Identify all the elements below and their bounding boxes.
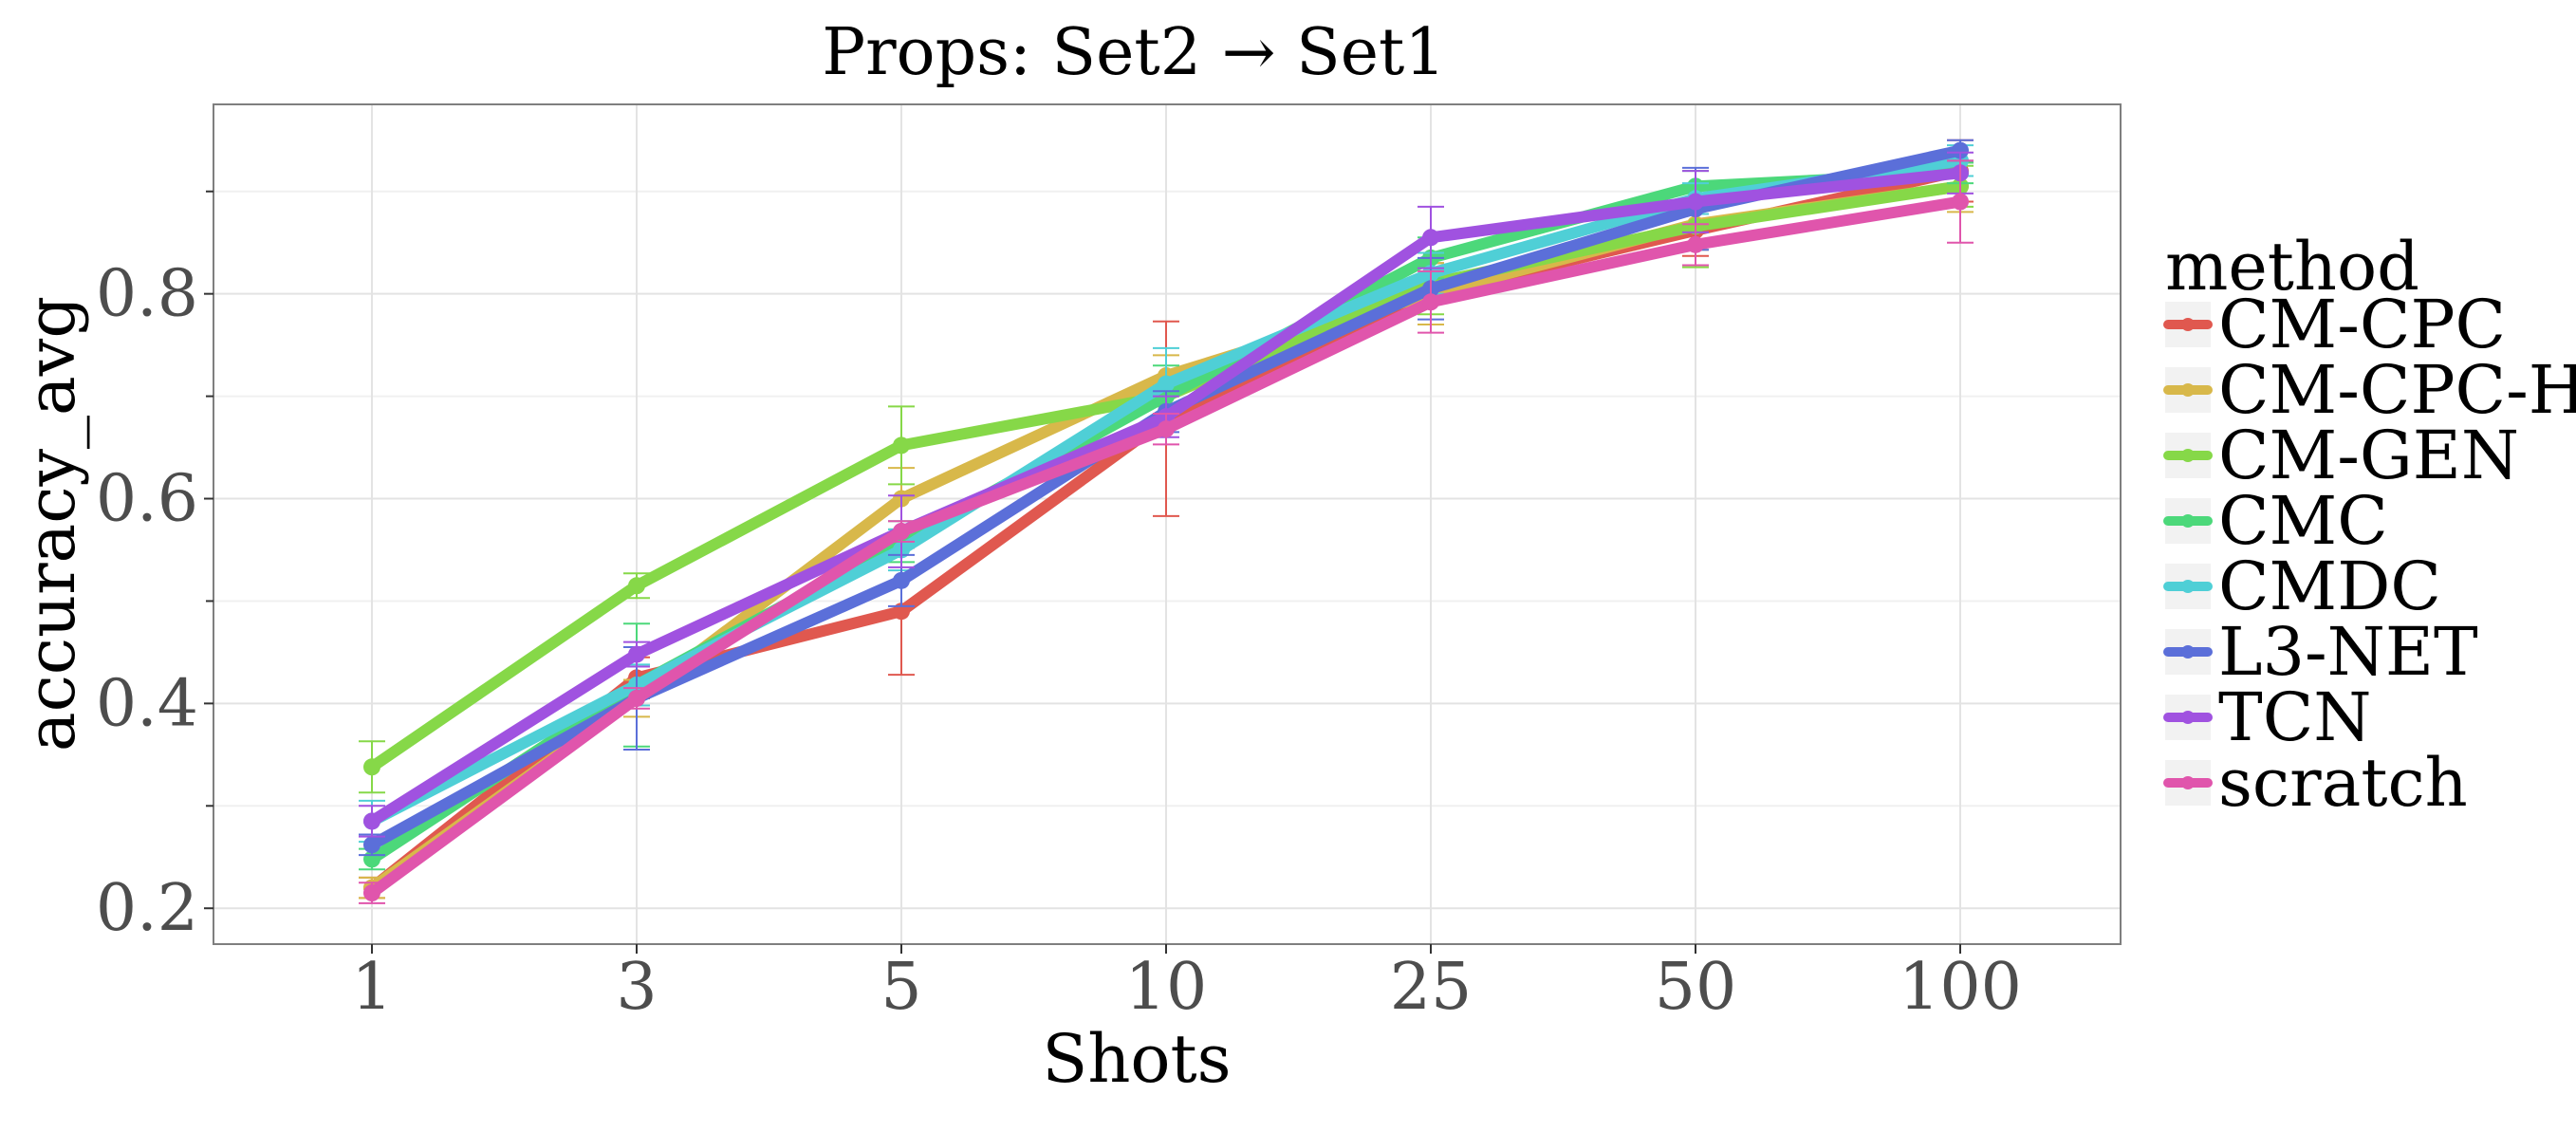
legend-key-point [2181,318,2195,331]
legend-key-point [2181,645,2195,659]
series-scratch [359,159,1974,904]
data-point [1158,420,1175,438]
legend-title: method [2165,228,2419,306]
data-point [893,436,910,455]
legend-item-l3-net: L3-NET [2163,613,2478,691]
data-point [1952,193,1969,211]
legend-label: CM-CPC-H [2218,351,2576,429]
x-tick-label: 25 [1390,950,1473,1025]
y-tick-label: 0.8 [96,257,198,332]
series-layer [359,139,1974,904]
data-point [363,836,380,854]
data-point [893,523,910,541]
y-tick-label: 0.4 [96,666,198,741]
x-tick-label: 1 [351,950,392,1025]
legend-item-cmc: CMC [2163,482,2388,560]
legend-label: L3-NET [2218,613,2478,691]
data-point [628,577,645,595]
legend-label: CMDC [2218,547,2441,625]
legend-key-point [2181,383,2195,397]
x-tick-label: 100 [1899,950,2022,1025]
legend-item-cmdc: CMDC [2163,547,2441,625]
legend-item-scratch: scratch [2163,744,2468,822]
data-point [628,645,645,663]
legend-label: CM-CPC [2218,286,2506,363]
legend-label: CMC [2218,482,2388,560]
legend-key-point [2181,711,2195,724]
x-tick-label: 10 [1125,950,1208,1025]
legend-key-point [2181,776,2195,789]
legend-label: TCN [2218,678,2372,756]
x-axis: 1 3 5 10 25 50 100 [351,944,2022,1025]
legend-label: CM-GEN [2218,417,2519,494]
legend: method CM-CPCCM-CPC-HCM-GENCMCCMDCL3-NET… [2163,228,2576,822]
data-point [628,689,645,707]
legend-item-tcn: TCN [2163,678,2372,756]
x-tick-label: 3 [616,950,657,1025]
data-point [363,812,380,830]
legend-item-cm-cpc-h: CM-CPC-H [2163,351,2576,429]
x-tick-label: 50 [1655,950,1737,1025]
data-point [1422,293,1439,311]
x-tick-label: 5 [880,950,921,1025]
legend-label: scratch [2218,744,2468,822]
y-axis-title: accuracy_avg [12,296,90,752]
chart-title: Props: Set2 → Set1 [822,15,1445,90]
legend-key-point [2181,514,2195,528]
data-point [1687,235,1704,253]
legend-items: CM-CPCCM-CPC-HCM-GENCMCCMDCL3-NETTCNscra… [2163,286,2576,822]
legend-key-point [2181,449,2195,462]
data-point [893,571,910,589]
data-point [1952,141,1969,159]
data-point [1687,193,1704,211]
legend-key-point [2181,580,2195,593]
data-point [363,884,380,902]
data-point [1158,375,1175,393]
legend-item-cm-cpc: CM-CPC [2163,286,2506,363]
legend-item-cm-gen: CM-GEN [2163,417,2519,494]
data-point [1422,229,1439,247]
y-tick-label: 0.2 [96,871,198,946]
y-tick-label: 0.6 [96,462,198,537]
data-point [363,758,380,776]
y-axis: 0.2 0.4 0.6 0.8 [96,190,213,946]
x-axis-title: Shots [1042,1020,1231,1098]
